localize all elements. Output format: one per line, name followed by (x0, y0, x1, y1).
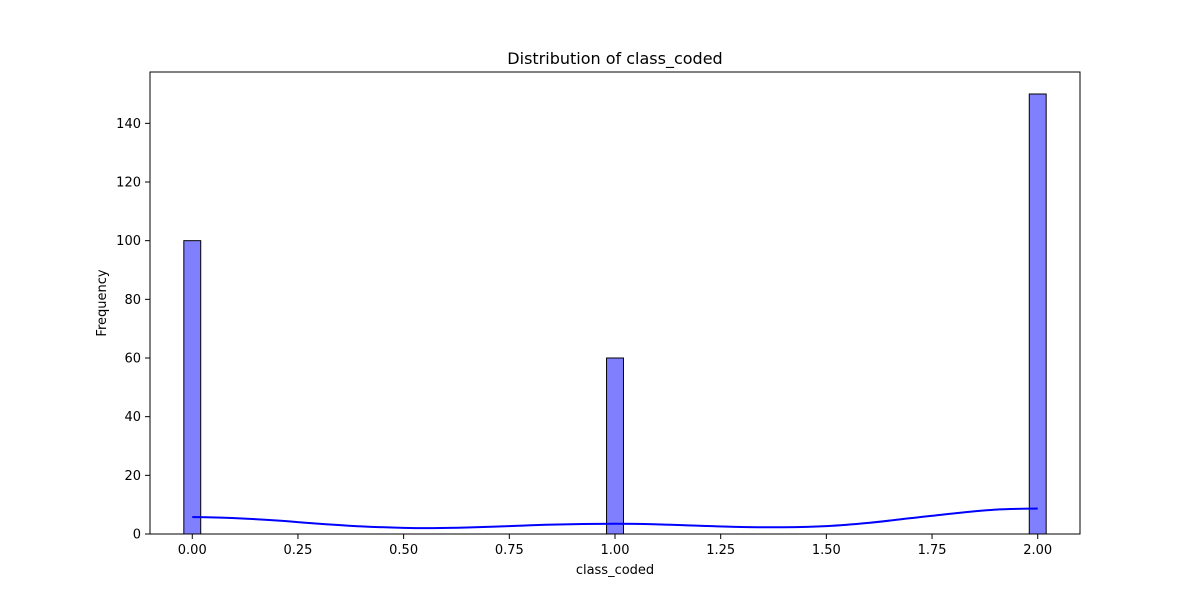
kde-layer (192, 507, 1038, 530)
y-axis-label: Frequency (95, 269, 110, 336)
y-tick-label: 120 (116, 176, 141, 191)
x-tick-label: 0.75 (495, 543, 524, 558)
y-tick-label: 140 (116, 117, 141, 132)
chart-title: Distribution of class_coded (507, 49, 722, 69)
x-tick-label: 1.25 (706, 543, 735, 558)
y-tick-label: 20 (124, 469, 141, 484)
x-axis-label: class_coded (576, 563, 654, 578)
x-tick-label: 2.00 (1023, 543, 1052, 558)
x-axis: 0.00 0.25 0.50 0.75 1.00 1.25 1.50 1.75 2.00 (178, 534, 1052, 558)
y-tick-label: 60 (124, 352, 141, 367)
y-tick-label: 40 (124, 410, 141, 425)
bars-layer (183, 93, 1047, 535)
x-tick-label: 1.00 (601, 543, 630, 558)
histogram-bar (606, 357, 624, 535)
x-tick-label: 1.50 (812, 543, 841, 558)
y-tick-label: 100 (116, 234, 141, 249)
kde-line (192, 507, 1038, 530)
x-tick-label: 0.00 (178, 543, 207, 558)
x-tick-label: 1.75 (918, 543, 947, 558)
histogram-bar (183, 240, 202, 535)
y-axis: 0 20 40 60 80 100 120 140 (116, 117, 150, 543)
x-tick-label: 0.25 (283, 543, 312, 558)
y-tick-label: 80 (124, 293, 141, 308)
x-tick-label: 0.50 (389, 543, 418, 558)
y-tick-label: 0 (133, 528, 141, 543)
histogram-bar (1028, 93, 1047, 535)
